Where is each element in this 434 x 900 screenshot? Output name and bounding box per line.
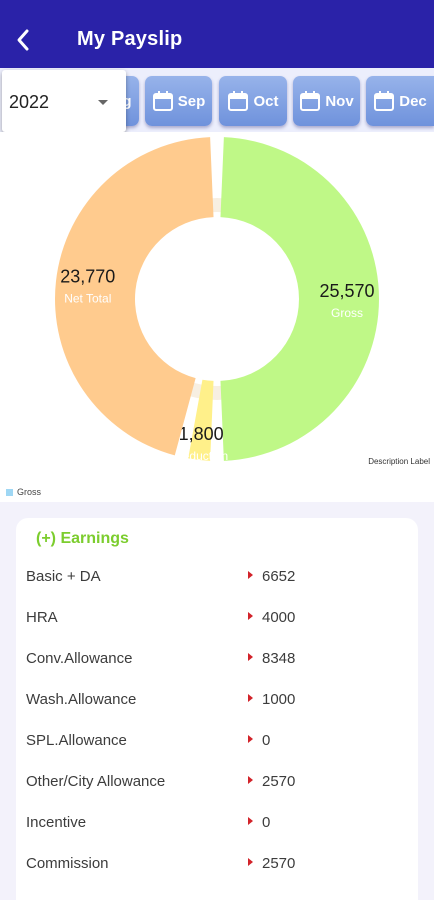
month-label: Oct [253,92,279,110]
arrow-right-icon [248,653,253,661]
earnings-row-basic-da: Basic + DA 6652 [16,558,418,599]
arrow-right-icon [248,817,253,825]
chevron-left-icon [17,29,29,51]
slice-name-label: Net Total [64,292,111,306]
row-label: Incentive [26,814,87,831]
earnings-card: (+) Earnings Basic + DA 6652 HRA 4000 Co… [16,518,418,900]
row-value: 1000 [262,691,296,708]
row-label: Basic + DA [26,568,101,585]
row-label: SPL.Allowance [26,732,127,749]
month-label: Nov [325,92,354,110]
month-label: g [122,92,132,110]
row-value: 4000 [262,609,296,626]
slice-value-label: 1,800 [179,424,224,444]
arrow-right-icon [248,735,253,743]
row-label: Wash.Allowance [26,691,137,708]
earnings-row-wash-allowance: Wash.Allowance 1000 [16,681,418,722]
dropdown-caret-icon [98,100,108,105]
legend-entry-label: Gross [17,487,42,497]
row-label: Conv.Allowance [26,650,133,667]
earnings-row-incentive: Incentive 0 [16,804,418,845]
row-value: 2570 [262,855,296,872]
row-value: 0 [262,814,271,831]
chart-description-label: Description Label [368,457,430,466]
year-value: 2022 [9,92,50,112]
month-label: Sep [177,92,206,110]
year-dropdown[interactable]: 2022 [2,70,126,132]
back-button[interactable] [12,26,34,54]
earnings-row-hra: HRA 4000 [16,599,418,640]
slice-name-label: Gross [331,306,363,320]
calendar-icon [300,91,321,111]
donut-chart-svg: 25,570 Gross 1,800 Deduction 23,770 Net Total [54,137,380,463]
calendar-icon [152,91,173,111]
row-value: 0 [262,732,271,749]
arrow-right-icon [248,694,253,702]
earnings-row-spl-allowance: SPL.Allowance 0 [16,722,418,763]
slice-value-label: 23,770 [60,267,115,287]
row-label: Commission [26,855,109,872]
calendar-icon [228,91,249,111]
row-label: HRA [26,609,58,626]
earnings-row-conv-allowance: Conv.Allowance 8348 [16,640,418,681]
arrow-right-icon [248,571,253,579]
row-value: 8348 [262,650,296,667]
app-bar: My Payslip [0,0,434,68]
legend-swatch [6,488,13,496]
month-chip-oct[interactable]: Oct [219,76,287,126]
slice-name-label: Deduction [174,449,228,463]
payslip-donut-chart: 25,570 Gross 1,800 Deduction 23,770 Net Total… [0,132,434,502]
calendar-icon [374,91,395,111]
chart-legend: Gross [6,487,41,497]
earnings-row-commission: Commission 2570 [16,845,418,886]
month-chip-nov[interactable]: Nov [293,76,360,126]
earnings-title: (+) Earnings [36,530,129,547]
pie-slice-deduction[interactable] [188,379,214,461]
row-label: Other/City Allowance [26,773,166,790]
arrow-right-icon [248,858,253,866]
row-value: 6652 [262,568,296,585]
slice-value-label: 25,570 [319,281,374,301]
month-chip-sep[interactable]: Sep [145,76,212,126]
row-value: 2570 [262,773,296,790]
earnings-row-other-city-allowance: Other/City Allowance 2570 [16,763,418,804]
pie-slice-gross[interactable] [220,137,380,461]
page-title: My Payslip [77,28,183,50]
arrow-right-icon [248,612,253,620]
pie-slice-net-total[interactable] [54,137,214,456]
arrow-right-icon [248,776,253,784]
month-label: Dec [399,92,427,110]
month-chip-dec[interactable]: Dec [366,76,434,126]
